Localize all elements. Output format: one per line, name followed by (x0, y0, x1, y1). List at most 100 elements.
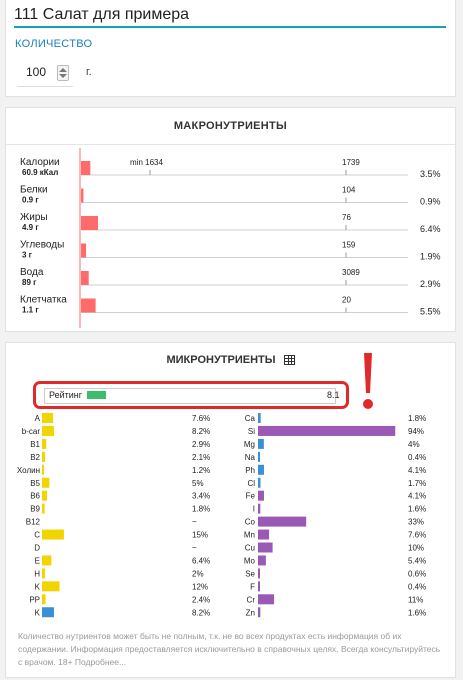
micro-bar (258, 594, 275, 605)
exclamation-icon (363, 353, 373, 409)
micro-name: Si (248, 427, 255, 436)
micro-percent: 33% (408, 518, 424, 527)
micro-name: B6 (30, 492, 40, 501)
spinner-up-icon[interactable] (59, 68, 67, 72)
macro-percent: 1.9% (420, 252, 441, 262)
micro-percent: ~ (192, 518, 197, 527)
micro-percent: 1.8% (192, 505, 210, 514)
micro-percent: 2.4% (192, 595, 210, 604)
macro-amount: 60.9 кКал (22, 168, 58, 177)
macro-percent: 0.9% (420, 197, 441, 207)
micro-bar (258, 490, 264, 501)
micro-percent: 7.6% (408, 531, 426, 540)
macro-name: Белки (20, 185, 48, 196)
micro-percent: 8.2% (192, 427, 210, 436)
micro-bar (258, 451, 260, 462)
macro-name: Калории (20, 157, 60, 168)
micro-name: b-car (22, 427, 41, 436)
micronutrients-header: МИКРОНУТРИЕНТЫ (6, 343, 455, 377)
spinner-down-icon[interactable] (59, 74, 67, 78)
rating-bar: Рейтинг 8.1 (44, 388, 340, 404)
macro-name: Жиры (20, 212, 48, 223)
rating-track (87, 391, 317, 399)
micro-name: K (35, 582, 41, 591)
micro-name: B5 (30, 479, 40, 488)
micro-percent: 2.9% (192, 440, 210, 449)
macro-norm: 104 (342, 186, 356, 195)
micro-name: Cr (247, 595, 256, 604)
macro-name: Клетчатка (20, 295, 67, 306)
micro-bar (258, 568, 260, 579)
macro-amount: 89 г (22, 278, 37, 287)
micro-bar (258, 477, 261, 488)
table-view-icon[interactable] (283, 355, 295, 366)
rating-value: 8.1 (327, 390, 340, 400)
micro-percent: 7.6% (192, 414, 210, 423)
micro-bar (42, 555, 52, 566)
micro-percent: 4.1% (408, 492, 426, 501)
micro-percent: 11% (408, 595, 423, 604)
macro-bar (81, 216, 99, 230)
micro-percent: 15% (192, 531, 208, 540)
micro-name: F (250, 582, 255, 591)
micro-name: K (35, 608, 41, 617)
micro-name: B9 (30, 505, 40, 514)
quantity-stepper[interactable] (17, 60, 73, 87)
macro-norm: 3089 (342, 268, 360, 277)
macro-amount: 4.9 г (22, 223, 39, 232)
rating-fill (87, 391, 106, 399)
micro-name: B12 (26, 518, 41, 527)
micro-bar (42, 438, 47, 449)
micro-percent: 0.4% (408, 582, 426, 591)
quantity-input[interactable] (17, 64, 55, 80)
micro-percent: 0.6% (408, 569, 426, 578)
macro-min: min 1634 (130, 158, 163, 167)
quantity-label: КОЛИЧЕСТВО (15, 38, 93, 50)
micro-percent: 4% (408, 440, 420, 449)
micro-bar (258, 503, 261, 514)
micro-bar (258, 425, 396, 436)
micro-percent: 12% (192, 582, 208, 591)
macronutrients-card: МАКРОНУТРИЕНТЫ Калории 60.9 кКал 1739 min 1… (5, 107, 456, 332)
disclaimer-note: Количество нутриентов может быть не полн… (18, 631, 441, 667)
recipe-card: КОЛИЧЕСТВО г. (5, 0, 456, 97)
macro-name: Углеводы (20, 240, 64, 251)
micro-name: Cu (245, 544, 255, 553)
micro-percent: 10% (408, 544, 424, 553)
micro-bar (42, 607, 54, 618)
quantity-spinner[interactable] (57, 65, 69, 81)
micro-name: Mg (244, 440, 255, 449)
micro-name: Mn (244, 531, 255, 540)
micro-percent: 1.6% (408, 505, 426, 514)
micro-percent: 1.7% (408, 479, 426, 488)
micro-name: Na (245, 453, 256, 462)
micro-name: C (34, 531, 40, 540)
macro-bar (81, 271, 89, 285)
micro-percent: 8.2% (192, 608, 210, 617)
micro-percent: 4.1% (408, 466, 426, 475)
micro-name: Ph (245, 466, 255, 475)
macro-norm: 20 (342, 296, 351, 305)
micro-name: Ca (245, 414, 256, 423)
micro-percent: 94% (408, 427, 424, 436)
micro-bar (258, 464, 264, 475)
macro-percent: 2.9% (420, 279, 441, 289)
micro-bar (42, 451, 46, 462)
macro-amount: 3 г (22, 251, 33, 260)
micro-percent: ~ (192, 544, 197, 553)
recipe-title-input[interactable] (14, 4, 446, 28)
macro-bar (81, 243, 87, 258)
macro-name: Вода (20, 267, 44, 278)
micro-bar (258, 516, 307, 527)
micro-bar (42, 464, 44, 475)
micro-percent: 1.2% (192, 466, 210, 475)
macro-amount: 1.1 г (22, 306, 39, 315)
micro-name: PP (29, 595, 40, 604)
micronutrients-card: МИКРОНУТРИЕНТЫ Рейтинг 8.1 A 7.6% b-car 8.2… (5, 342, 456, 678)
micro-percent: 6.4% (192, 556, 210, 565)
micro-name: D (34, 544, 40, 553)
micro-bar (42, 490, 47, 501)
micro-bar (42, 529, 64, 540)
micro-name: B1 (30, 440, 40, 449)
micro-name: Se (245, 569, 255, 578)
